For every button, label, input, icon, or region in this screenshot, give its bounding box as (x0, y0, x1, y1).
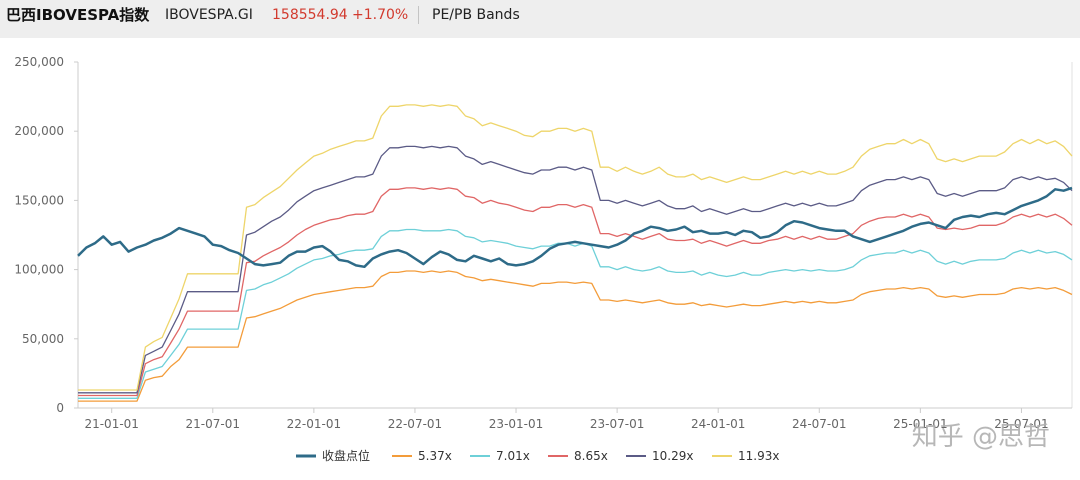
header-divider (418, 6, 419, 24)
y-tick-label: 50,000 (22, 332, 64, 346)
x-tick-label: 23-07-01 (590, 417, 644, 431)
axis-layer: 0 50,000 100,000 150,000 200,000 250,000 21-01… (14, 55, 1048, 431)
grid-layer (74, 61, 1073, 413)
y-tick-label: 250,000 (14, 55, 64, 69)
y-tick-label: 100,000 (14, 263, 64, 277)
x-tick-label: 22-01-01 (287, 417, 341, 431)
x-tick-label: 22-07-01 (388, 417, 442, 431)
x-tick-label: 25-07-01 (994, 417, 1048, 431)
header-bar: 巴西IBOVESPA指数 IBOVESPA.GI 158554.94 +1.70… (0, 0, 1080, 38)
legend-label: 11.93x (738, 449, 779, 463)
pe-pb-bands-chart: 0 50,000 100,000 150,000 200,000 250,000 21-01… (14, 55, 1073, 463)
x-tick-label: 21-07-01 (186, 417, 240, 431)
index-change: +1.70% (352, 7, 409, 23)
legend-label: 10.29x (652, 449, 693, 463)
legend-label: 收盘点位 (322, 448, 370, 463)
series-line-11-93x (78, 104, 1073, 391)
y-tick-label: 0 (56, 401, 64, 415)
y-tick-label: 150,000 (14, 193, 64, 207)
series-line-10-29x (78, 145, 1073, 394)
x-tick-label: 23-01-01 (489, 417, 543, 431)
index-name: 巴西IBOVESPA指数 (6, 6, 150, 24)
legend-label: 8.65x (574, 449, 608, 463)
x-tick-label: 25-01-01 (893, 417, 947, 431)
x-tick-label: 24-01-01 (691, 417, 745, 431)
series-line-5-37x (78, 270, 1073, 402)
series-layer (77, 104, 1073, 402)
y-tick-label: 200,000 (14, 124, 64, 138)
legend: 收盘点位 5.37x 7.01x 8.65x 10.29x 11.93x (296, 448, 779, 463)
index-price: 158554.94 (272, 7, 348, 23)
bands-label[interactable]: PE/PB Bands (432, 7, 520, 23)
series-line-8-65x (78, 187, 1073, 397)
x-tick-label: 21-01-01 (84, 417, 138, 431)
series-line-7-01x (78, 228, 1073, 399)
legend-label: 7.01x (496, 449, 530, 463)
series-line-close (77, 186, 1073, 269)
x-tick-label: 24-07-01 (792, 417, 846, 431)
index-code: IBOVESPA.GI (165, 7, 253, 23)
watermark: 知乎 @思哲 (911, 422, 1050, 452)
legend-label: 5.37x (418, 449, 452, 463)
